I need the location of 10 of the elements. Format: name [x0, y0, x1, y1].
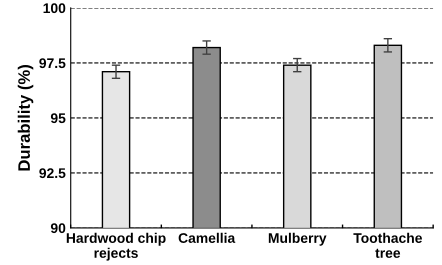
- x-tick-label: Mulberry: [268, 232, 326, 246]
- y-axis-title: Durability (%): [18, 65, 34, 171]
- x-tick-label: Hardwood chip rejects: [66, 232, 166, 261]
- x-tick-label: Camellia: [178, 232, 236, 243]
- y-tick-label: 92.5: [39, 168, 66, 178]
- y-tick-label: 97.5: [39, 58, 66, 68]
- y-tick-label: 90: [50, 223, 66, 234]
- y-tick-label: 100: [44, 3, 66, 14]
- y-tick-label: 95: [50, 113, 66, 124]
- x-tick-label: Toothache tree: [353, 232, 422, 258]
